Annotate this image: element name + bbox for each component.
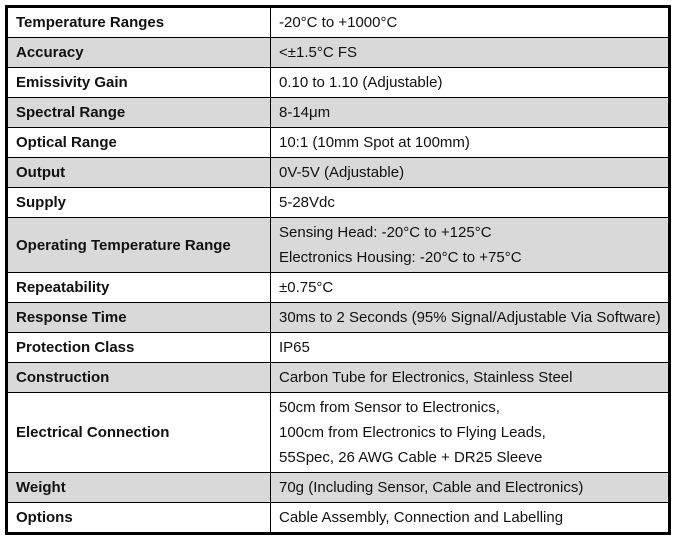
spec-label: Operating Temperature Range xyxy=(6,217,271,273)
spec-value-line: Electronics Housing: -20°C to +75°C xyxy=(279,249,522,266)
table-row: Supply 5-28Vdc xyxy=(6,187,670,218)
spec-value-line: IP65 xyxy=(279,339,310,356)
table-row: Optical Range 10:1 (10mm Spot at 100mm) xyxy=(6,127,670,158)
spec-label: Spectral Range xyxy=(6,97,271,128)
spec-value: 8-14μm xyxy=(270,97,670,128)
table-row: Emissivity Gain 0.10 to 1.10 (Adjustable… xyxy=(6,67,670,98)
spec-value: 70g (Including Sensor, Cable and Electro… xyxy=(270,472,670,503)
table-row: Construction Carbon Tube for Electronics… xyxy=(6,362,670,393)
spec-value-line: 30ms to 2 Seconds (95% Signal/Adjustable… xyxy=(279,309,661,326)
spec-label: Emissivity Gain xyxy=(6,67,271,98)
spec-value-line: Carbon Tube for Electronics, Stainless S… xyxy=(279,369,573,386)
spec-value-line: 10:1 (10mm Spot at 100mm) xyxy=(279,134,470,151)
spec-label: Optical Range xyxy=(6,127,271,158)
spec-value-line: 8-14μm xyxy=(279,104,331,121)
spec-table-body: Temperature Ranges -20°C to +1000°C Accu… xyxy=(6,6,670,534)
spec-value: ±0.75°C xyxy=(270,272,670,303)
spec-label: Repeatability xyxy=(6,272,271,303)
spec-label: Protection Class xyxy=(6,332,271,363)
table-row: Accuracy <±1.5°C FS xyxy=(6,37,670,68)
table-row: Options Cable Assembly, Connection and L… xyxy=(6,502,670,534)
spec-value-line: 5-28Vdc xyxy=(279,194,335,211)
table-row: Protection Class IP65 xyxy=(6,332,670,363)
spec-value: 0V-5V (Adjustable) xyxy=(270,157,670,188)
table-row: Temperature Ranges -20°C to +1000°C xyxy=(6,6,670,38)
spec-value-line: 70g (Including Sensor, Cable and Electro… xyxy=(279,479,584,496)
spec-value-line: ±0.75°C xyxy=(279,279,334,296)
spec-value-line: 55Spec, 26 AWG Cable + DR25 Sleeve xyxy=(279,449,543,466)
table-row: Output 0V-5V (Adjustable) xyxy=(6,157,670,188)
spec-label: Construction xyxy=(6,362,271,393)
spec-value-line: Cable Assembly, Connection and Labelling xyxy=(279,509,564,526)
spec-label: Temperature Ranges xyxy=(6,6,271,38)
spec-label: Options xyxy=(6,502,271,534)
spec-value: 10:1 (10mm Spot at 100mm) xyxy=(270,127,670,158)
spec-value-line: 0V-5V (Adjustable) xyxy=(279,164,405,181)
spec-value-line: 50cm from Sensor to Electronics, xyxy=(279,399,500,416)
spec-value-line: Sensing Head: -20°C to +125°C xyxy=(279,224,492,241)
spec-value-line: 0.10 to 1.10 (Adjustable) xyxy=(279,74,443,91)
spec-value: -20°C to +1000°C xyxy=(270,6,670,38)
spec-value-line: <±1.5°C FS xyxy=(279,44,358,61)
spec-label: Accuracy xyxy=(6,37,271,68)
spec-value: 0.10 to 1.10 (Adjustable) xyxy=(270,67,670,98)
spec-value: 30ms to 2 Seconds (95% Signal/Adjustable… xyxy=(270,302,670,333)
table-row: Repeatability ±0.75°C xyxy=(6,272,670,303)
table-row: Operating Temperature Range Sensing Head… xyxy=(6,217,670,273)
spec-value: Carbon Tube for Electronics, Stainless S… xyxy=(270,362,670,393)
spec-label: Output xyxy=(6,157,271,188)
spec-label: Supply xyxy=(6,187,271,218)
spec-value: 50cm from Sensor to Electronics, 100cm fr… xyxy=(270,392,670,473)
spec-value-line: -20°C to +1000°C xyxy=(279,14,398,31)
spec-value: <±1.5°C FS xyxy=(270,37,670,68)
table-row: Response Time 30ms to 2 Seconds (95% Sig… xyxy=(6,302,670,333)
spec-label: Electrical Connection xyxy=(6,392,271,473)
table-row: Spectral Range 8-14μm xyxy=(6,97,670,128)
spec-label: Weight xyxy=(6,472,271,503)
table-row: Electrical Connection 50cm from Sensor t… xyxy=(6,392,670,473)
table-row: Weight 70g (Including Sensor, Cable and … xyxy=(6,472,670,503)
spec-value: Sensing Head: -20°C to +125°C Electronics… xyxy=(270,217,670,273)
spec-value: Cable Assembly, Connection and Labelling xyxy=(270,502,670,534)
spec-label: Response Time xyxy=(6,302,271,333)
spec-value: IP65 xyxy=(270,332,670,363)
spec-value: 5-28Vdc xyxy=(270,187,670,218)
spec-value-line: 100cm from Electronics to Flying Leads, xyxy=(279,424,546,441)
spec-table: Temperature Ranges -20°C to +1000°C Accu… xyxy=(5,5,671,535)
